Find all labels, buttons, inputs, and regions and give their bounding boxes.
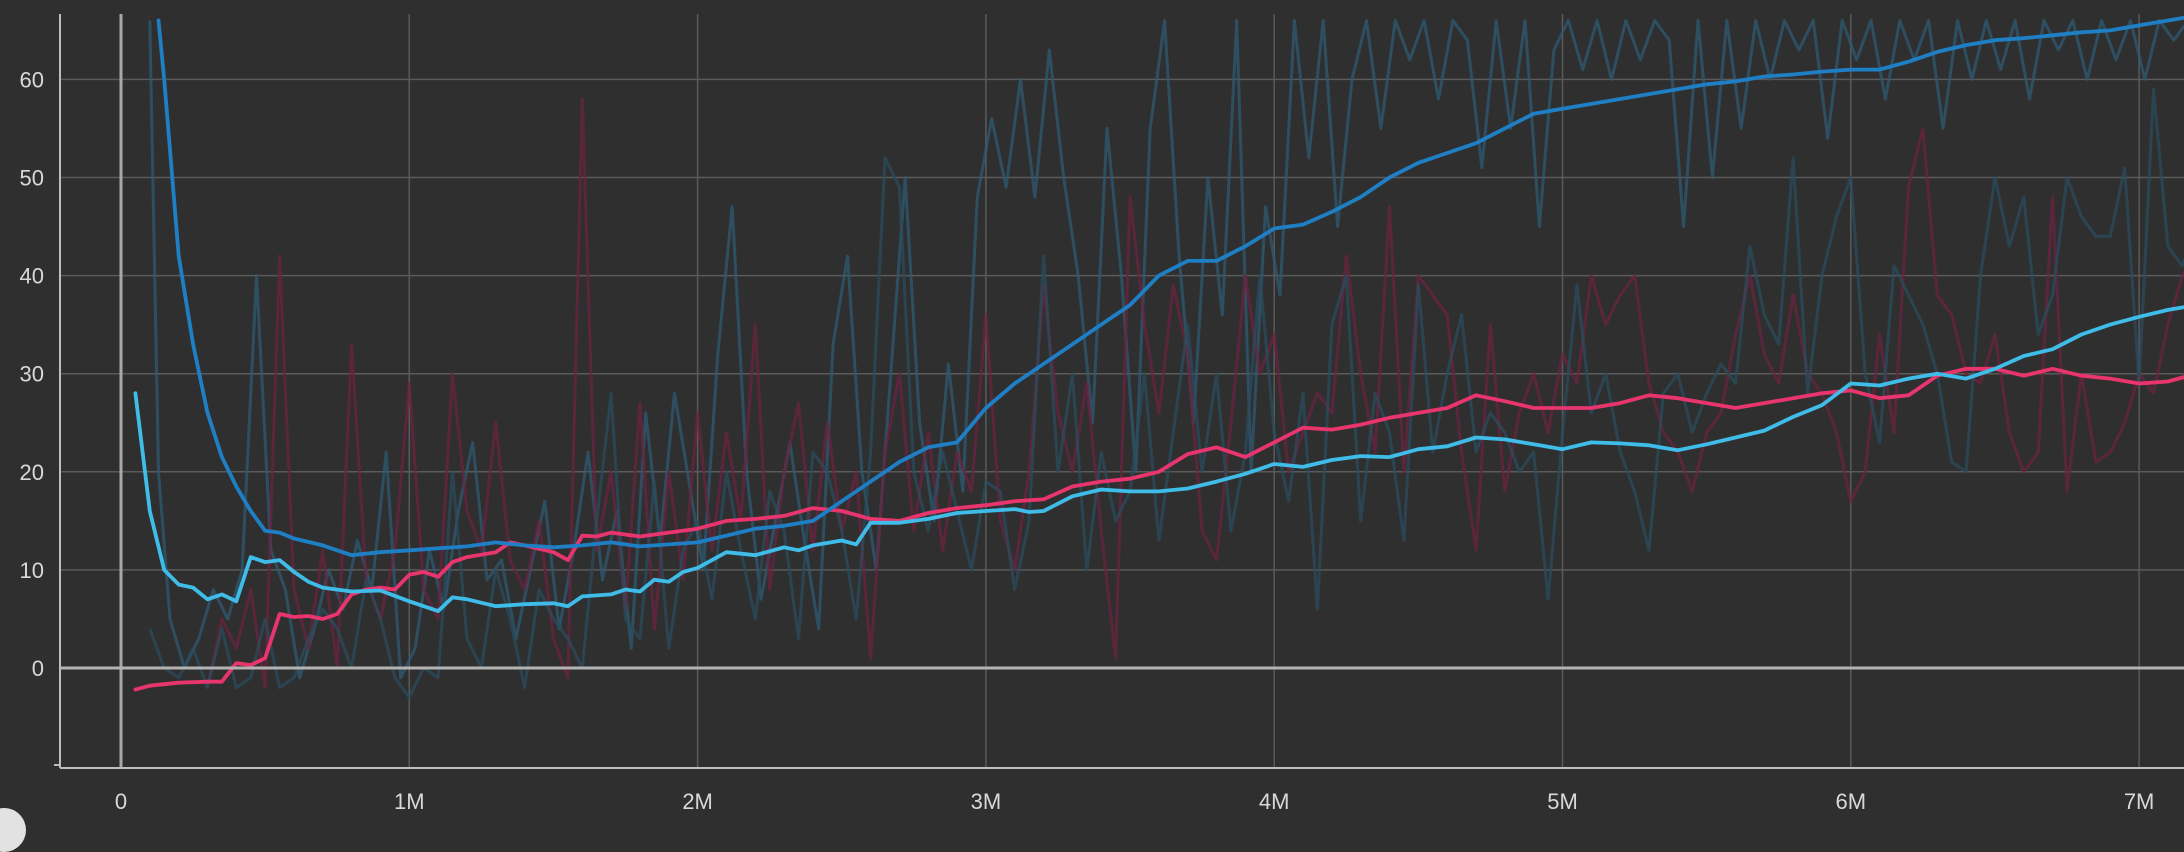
x-tick-label: 4M [1259,789,1290,814]
x-tick-label: 5M [1547,789,1578,814]
y-tick-label: 10 [20,558,44,583]
y-tick-label: 60 [20,67,44,92]
x-tick-label: 1M [394,789,425,814]
x-tick-label: 3M [971,789,1002,814]
x-tick-label: 0 [115,789,127,814]
line-chart: 0 1M 2M 3M 4M 5M 6M 7M 0 10 20 30 40 50 60 [0,0,2184,824]
x-tick-label: 2M [682,789,713,814]
x-tick-label: 7M [2124,789,2155,814]
y-tick-label: 50 [20,166,44,191]
x-tick-label: 6M [1836,789,1867,814]
y-tick-label: 20 [20,460,44,485]
y-tick-label: 30 [20,362,44,387]
y-tick-label: 40 [20,264,44,289]
y-tick-label: 0 [32,656,44,681]
